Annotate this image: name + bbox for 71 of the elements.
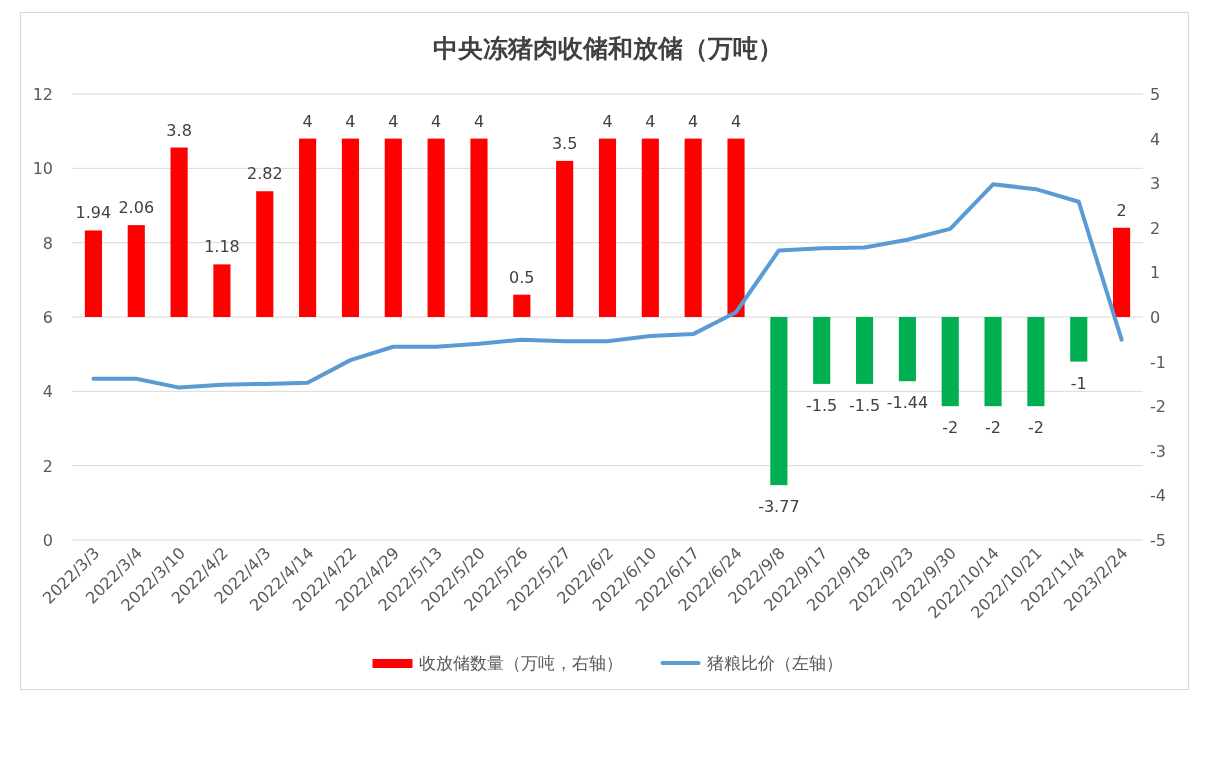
y-tick-label: 10 [32, 159, 53, 179]
bar [855, 317, 874, 384]
data-label: 1.94 [75, 203, 112, 223]
bar [513, 294, 531, 317]
y-tick-label: 6 [42, 308, 53, 327]
bar [684, 138, 702, 317]
bar [1027, 317, 1045, 407]
bar [941, 317, 959, 407]
data-label: 4 [602, 111, 613, 131]
data-label: 0.5 [509, 267, 535, 287]
data-label: 3.5 [551, 133, 578, 153]
data-label: 4 [431, 111, 442, 131]
data-label: -2 [1027, 418, 1044, 438]
data-label: 4 [688, 111, 699, 131]
y2-tick-label: -1 [1150, 352, 1166, 372]
bar [470, 138, 488, 317]
y2-tick-label: -2 [1150, 397, 1166, 417]
data-label: -1.5 [806, 395, 838, 415]
legend-label: 猪粮比价（左轴） [706, 653, 843, 673]
bar [813, 317, 831, 384]
data-label: 4 [473, 111, 485, 131]
y-tick-label: 8 [42, 233, 53, 253]
bar [1070, 317, 1088, 362]
bar [1113, 227, 1131, 317]
bar [170, 147, 188, 317]
bar [898, 317, 916, 382]
data-label: 2 [1116, 200, 1127, 220]
data-label: -2 [942, 418, 959, 438]
data-label: 4 [345, 111, 356, 131]
data-label: -3.77 [758, 497, 800, 517]
chart-title: 中央冻猪肉收储和放储（万吨） [432, 34, 783, 63]
data-label: -1 [1070, 373, 1087, 393]
bar [427, 138, 445, 317]
bar [641, 138, 659, 317]
data-label: 4 [388, 111, 399, 131]
data-label: 4 [645, 111, 656, 131]
data-label: -1.44 [886, 393, 929, 413]
y2-tick-label: 0 [1150, 308, 1161, 327]
y2-tick-label: -3 [1150, 441, 1166, 461]
bar [556, 160, 574, 317]
data-label: 4 [730, 111, 742, 131]
bar [84, 230, 102, 317]
bar [984, 317, 1002, 407]
y-tick-label: 0 [42, 531, 53, 550]
y-tick-label: 12 [32, 85, 53, 104]
y2-tick-label: -5 [1150, 531, 1166, 550]
legend-label: 收放储数量（万吨，右轴） [418, 653, 623, 673]
data-label: 3.8 [166, 120, 192, 140]
y-tick-label: 4 [42, 382, 53, 402]
bar [598, 138, 617, 317]
bar [770, 317, 788, 486]
y2-tick-label: 1 [1150, 263, 1161, 283]
bar [299, 138, 317, 317]
data-label: 2.06 [118, 198, 155, 218]
bar [727, 138, 745, 317]
y2-tick-label: 3 [1150, 174, 1161, 194]
y2-tick-label: -4 [1150, 486, 1166, 506]
data-label: -2 [985, 418, 1002, 438]
bar [127, 225, 145, 317]
data-label: 1.18 [204, 237, 240, 257]
bar [341, 138, 360, 317]
data-label: 4 [302, 111, 313, 131]
bar [213, 264, 231, 317]
y-tick-label: 2 [42, 456, 53, 476]
y2-tick-label: 5 [1150, 85, 1161, 104]
data-label: -1.5 [848, 395, 881, 415]
y2-tick-label: 4 [1150, 129, 1161, 149]
data-label: 2.82 [246, 164, 283, 184]
y2-tick-label: 2 [1150, 218, 1161, 238]
bar [384, 138, 402, 317]
bar [256, 191, 274, 317]
